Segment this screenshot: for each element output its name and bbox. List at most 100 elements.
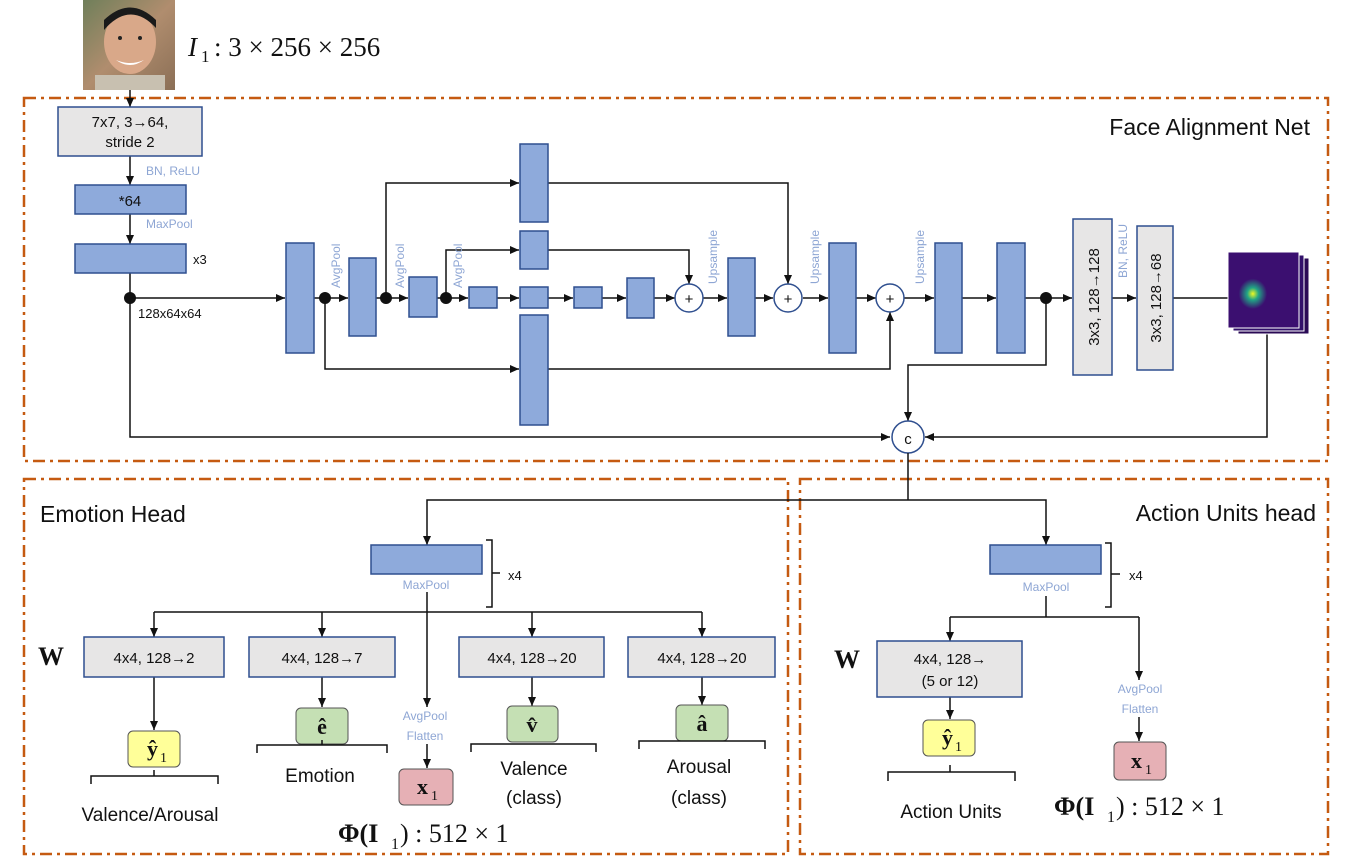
- emotion-avgpool-label: AvgPool: [403, 709, 447, 723]
- a-symbol: â: [697, 711, 708, 736]
- input-dims: : 3 × 256 × 256: [214, 32, 380, 62]
- hg-block-9: [828, 242, 857, 354]
- fc-emotion-box: [248, 636, 396, 678]
- x1-output: [398, 768, 454, 806]
- plus-nodes: + + +: [674, 283, 905, 313]
- label-valence-class: (class): [506, 788, 562, 809]
- emotion-head-title: Emotion Head: [40, 501, 186, 527]
- label-action-units: Action Units: [900, 802, 1001, 823]
- face-alignment-title: Face Alignment Net: [1109, 114, 1310, 140]
- face-alignment-border: [22, 96, 1330, 463]
- emotion-x4: x4: [508, 568, 522, 583]
- upsample-label-1: Upsample: [706, 230, 720, 284]
- hg-block-6: [573, 286, 603, 309]
- concat-label: c: [904, 431, 912, 448]
- fc-va-box: [83, 636, 225, 678]
- hg-block-4: [468, 286, 498, 309]
- emotion-w-label: W: [38, 642, 64, 671]
- plus-2: +: [784, 291, 793, 308]
- y1-output: [127, 730, 181, 768]
- dot-3: [440, 292, 452, 304]
- au-phi-sub: 1: [1107, 809, 1115, 826]
- plus-3: +: [886, 291, 895, 308]
- bn-relu-label-2: BN, ReLU: [1116, 224, 1130, 278]
- conv-128-box: [1072, 218, 1113, 376]
- conv1-line1: 7x7, 3→64,: [92, 114, 169, 131]
- conv-68-box: [1136, 225, 1174, 371]
- label-arousal-class: (class): [671, 788, 727, 809]
- au-flatten-label: Flatten: [1122, 702, 1159, 716]
- emotion-phi-rest: ) : 512 × 1: [400, 819, 509, 848]
- x1-sub: 1: [431, 789, 438, 804]
- fc-valence-label: 4x4, 128→20: [487, 650, 576, 667]
- y1-sub: 1: [160, 751, 167, 766]
- au-phi-label: Φ(I 1 ) : 512 × 1: [1054, 792, 1225, 826]
- conv-68-label: 3x3, 128→68: [1148, 253, 1165, 342]
- v-symbol: v̂: [527, 712, 538, 737]
- input-symbol: I: [187, 32, 199, 62]
- hg-block-8: [727, 257, 756, 337]
- conv1-box: [57, 106, 203, 157]
- emotion-maxpool-label: MaxPool: [403, 578, 450, 592]
- au-fc-line1: 4x4, 128→: [914, 651, 987, 668]
- fc-valence-box: [458, 636, 605, 678]
- emotion-phi: Φ(I: [338, 819, 378, 848]
- hg-block-5: [519, 286, 549, 309]
- au-avgpool-label: AvgPool: [1118, 682, 1162, 696]
- input-subscript: 1: [201, 47, 210, 66]
- label-valence: Valence: [500, 759, 567, 780]
- x3-label: x3: [193, 252, 207, 267]
- au-x1-output: [1113, 741, 1167, 781]
- dot-2: [380, 292, 392, 304]
- au-y1-symbol: ŷ: [942, 725, 953, 750]
- label-valence-arousal: Valence/Arousal: [82, 805, 219, 826]
- emotion-phi-sub: 1: [391, 836, 399, 853]
- label-emotion: Emotion: [285, 766, 355, 787]
- hourglass-blocks: [285, 143, 1026, 426]
- dot-4: [1040, 292, 1052, 304]
- hg-block-2: [348, 257, 377, 337]
- fc-arousal-box: [627, 636, 776, 678]
- emotion-bracket: [486, 539, 500, 608]
- conv-128-label: 3x3, 128→128: [1086, 248, 1103, 346]
- fc-arousal-label: 4x4, 128→20: [657, 650, 746, 667]
- action-units-title: Action Units head: [1136, 500, 1316, 526]
- avgpool-label-1: AvgPool: [329, 244, 343, 288]
- avgpool-label-3: AvgPool: [451, 244, 465, 288]
- maxpool-label: MaxPool: [146, 217, 193, 231]
- skip-block-1: [519, 143, 549, 223]
- fc-emotion-label: 4x4, 128→7: [282, 650, 363, 667]
- conv1-line2: stride 2: [105, 134, 154, 151]
- heatmap-stack: [1227, 251, 1310, 335]
- emotion-head-border: [22, 477, 790, 856]
- skip-block-3: [519, 314, 549, 426]
- fc-va-label: 4x4, 128→2: [114, 650, 195, 667]
- au-fc-line2: (5 or 12): [922, 673, 979, 690]
- output-brackets: [90, 740, 766, 784]
- dot-1: [319, 292, 331, 304]
- feature-dims: 128x64x64: [138, 306, 202, 321]
- v-output: [506, 705, 559, 743]
- upsample-label-3: Upsample: [913, 230, 927, 284]
- plus-1: +: [685, 291, 694, 308]
- y1-symbol: ŷ: [147, 736, 158, 761]
- au-output-bracket: [887, 765, 1016, 781]
- au-y1-sub: 1: [955, 740, 962, 755]
- label-arousal: Arousal: [667, 757, 731, 778]
- au-x4: x4: [1129, 568, 1143, 583]
- avgpool-label-2: AvgPool: [393, 244, 407, 288]
- x1-symbol: x: [417, 774, 428, 799]
- au-fc-box: [876, 640, 1023, 698]
- hg-block-11: [996, 242, 1026, 354]
- hg-block-3: [408, 276, 438, 318]
- au-x1-symbol: x: [1131, 748, 1142, 773]
- au-phi-rest: ) : 512 × 1: [1116, 792, 1225, 821]
- emotion-maxpool-block: [370, 544, 483, 575]
- section-borders: [22, 96, 1330, 856]
- block64-label: *64: [119, 193, 142, 210]
- au-maxpool-block: [989, 544, 1102, 575]
- emotion-flatten-label: Flatten: [407, 729, 444, 743]
- hg-block-7: [626, 277, 655, 319]
- hg-block-1: [285, 242, 315, 354]
